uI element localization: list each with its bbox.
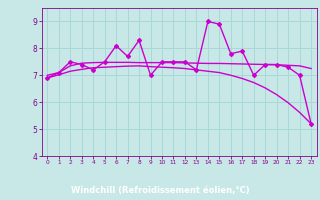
- Text: Windchill (Refroidissement éolien,°C): Windchill (Refroidissement éolien,°C): [71, 186, 249, 195]
